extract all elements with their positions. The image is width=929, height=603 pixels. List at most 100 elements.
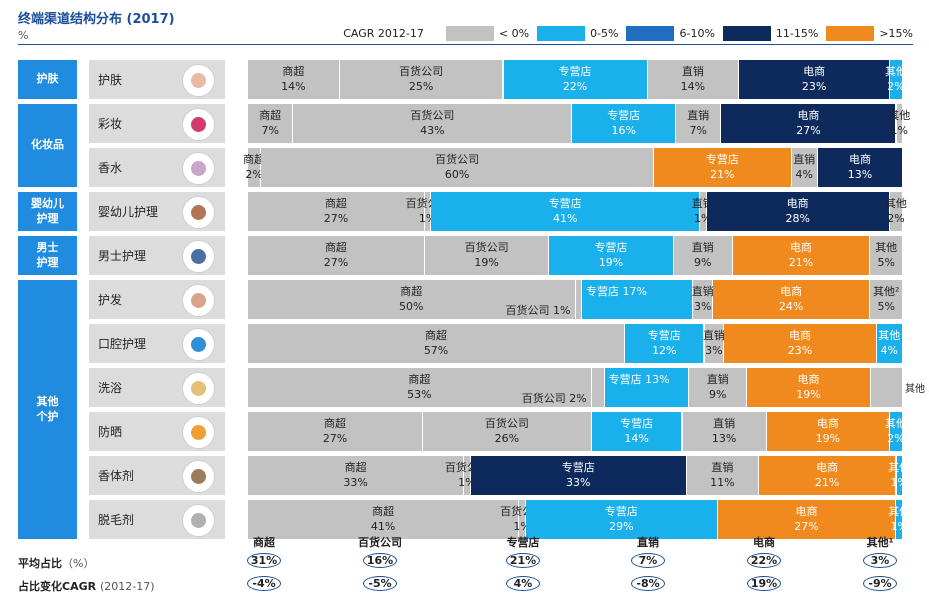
segment-name: 专营店 [561, 460, 595, 474]
group-label: 其他 个护 [18, 280, 77, 539]
segment-name: 直销 [681, 64, 704, 78]
legend-item: >15% [826, 26, 913, 41]
hand-cream-icon [182, 64, 215, 97]
bar-segment: 其他 5% [870, 236, 904, 275]
segment-name: 其他 [875, 240, 898, 254]
row-label-text: 香体剂 [98, 469, 135, 483]
segment-value: 14% [281, 79, 306, 93]
segment-name: 电商 [848, 152, 871, 166]
segment-value: 13% [711, 431, 737, 445]
bar-segment: 电商 19% [766, 412, 890, 451]
segment-value: 43% [420, 123, 445, 137]
bar-segment: 其他² 5% [870, 280, 904, 319]
cagr-value: 4% [506, 576, 540, 591]
soap-icon-shape [191, 381, 206, 396]
segment-value: 33% [343, 475, 368, 489]
bar-segment: 专营店 21% [654, 148, 792, 187]
bar-segment [870, 368, 903, 407]
bar-segment: 直销 3% [702, 324, 725, 363]
row-label-text: 男士护理 [98, 249, 147, 263]
segment-value: 2% [245, 167, 263, 181]
perfume-icon [182, 152, 215, 185]
row-label: 护肤 [89, 60, 225, 99]
segment-name: 商超 [324, 240, 347, 254]
bar-segment: 商超 57% [248, 324, 626, 363]
sunscreen-icon-shape [191, 425, 206, 440]
cagr-value: 19% [747, 576, 781, 591]
cagr-value: -4% [247, 576, 281, 591]
bar-segment: 专营店 19% [549, 236, 674, 275]
avg-share-label: 平均占比（%） [18, 557, 95, 570]
segment-value: 1% [890, 123, 908, 137]
legend-swatch [626, 26, 675, 41]
legend-item: < 0% [445, 26, 529, 41]
segment-value: 5% [877, 255, 895, 269]
segment-name: 电商 [797, 372, 820, 386]
row-label-text: 护发 [98, 293, 123, 307]
segment-name: 电商 [816, 416, 839, 430]
razor-icon [182, 240, 215, 273]
segment-inline-label: 百货公司 2% [521, 392, 587, 405]
toothbrush-icon-shape [191, 337, 206, 352]
segment-name: 商超 [408, 372, 431, 386]
segment-name: 商超 [425, 328, 448, 342]
bar-segment: 商超 53% [248, 368, 592, 407]
segment-value: 26% [494, 431, 520, 445]
row-label-text: 婴幼儿护理 [98, 205, 159, 219]
summary-channel: 专营店 [506, 536, 540, 549]
avg-share-value: 16% [363, 553, 397, 568]
baby-icon-shape [191, 205, 206, 220]
cagr-value: -8% [631, 576, 665, 591]
bar-segment: 商超 7% [248, 104, 294, 143]
segment-name: 其他 [884, 64, 907, 78]
row-label: 口腔护理 [89, 324, 225, 363]
segment-value: 27% [323, 255, 349, 269]
bar-segment: 其他 1% [888, 456, 910, 495]
row-label-text: 彩妆 [98, 117, 123, 131]
soap-icon [182, 372, 215, 405]
segment-name: 商超 [400, 284, 423, 298]
bar-segment: 专营店 16% [572, 104, 677, 143]
segment-name: 商超 [372, 504, 395, 518]
segment-name: 专营店 [558, 64, 592, 78]
bar-segment: 商超 27% [248, 236, 425, 275]
segment-inline-label: 专营店 17% [586, 285, 647, 298]
razor-icon-shape [191, 249, 206, 264]
bar-segment: 商超 33% [248, 456, 465, 495]
segment-name: 电商 [797, 108, 820, 122]
segment-name: 商超 [243, 152, 266, 166]
row-label: 护发 [89, 280, 225, 319]
segment-value: 4% [795, 167, 813, 181]
segment-name: 商超 [282, 64, 305, 78]
segment-value: 27% [323, 211, 349, 225]
baby-icon [182, 196, 215, 229]
segment-value: 27% [794, 519, 819, 533]
bar-segment: 直销 11% [686, 456, 759, 495]
bar-segment: 商超 27% [248, 412, 424, 451]
perfume-icon-shape [191, 161, 206, 176]
segment-name: 其他 [878, 328, 901, 342]
bar-segment: 其他 4% [876, 324, 903, 363]
bar-segment: 商超 27% [248, 192, 425, 231]
segment-value: 3% [705, 343, 723, 357]
bar-segment: 电商 23% [724, 324, 877, 363]
segment-inline-label: 专营店 13% [608, 373, 670, 386]
bar-segment: 专营店 33% [470, 456, 687, 495]
hair-removal-icon [182, 504, 215, 537]
bar-segment: 商超 41% [248, 500, 520, 539]
bar-segment [604, 368, 689, 407]
segment-value: 21% [788, 255, 814, 269]
row-label-text: 口腔护理 [98, 337, 147, 351]
summary-channel: 商超 [253, 536, 275, 549]
bar-segment: 电商 27% [717, 500, 897, 539]
segment-value: 27% [322, 431, 348, 445]
segment-name: 直销 [702, 328, 725, 342]
bar-segment: 直销 13% [682, 412, 767, 451]
bar-segment [591, 368, 605, 407]
group-label: 婴幼儿 护理 [18, 192, 77, 231]
segment-name: 商超 [259, 108, 282, 122]
segment-value: 50% [399, 299, 424, 313]
legend-swatch [445, 26, 494, 41]
cagr-value: -5% [363, 576, 397, 591]
segment-name: 直销 [713, 416, 736, 430]
